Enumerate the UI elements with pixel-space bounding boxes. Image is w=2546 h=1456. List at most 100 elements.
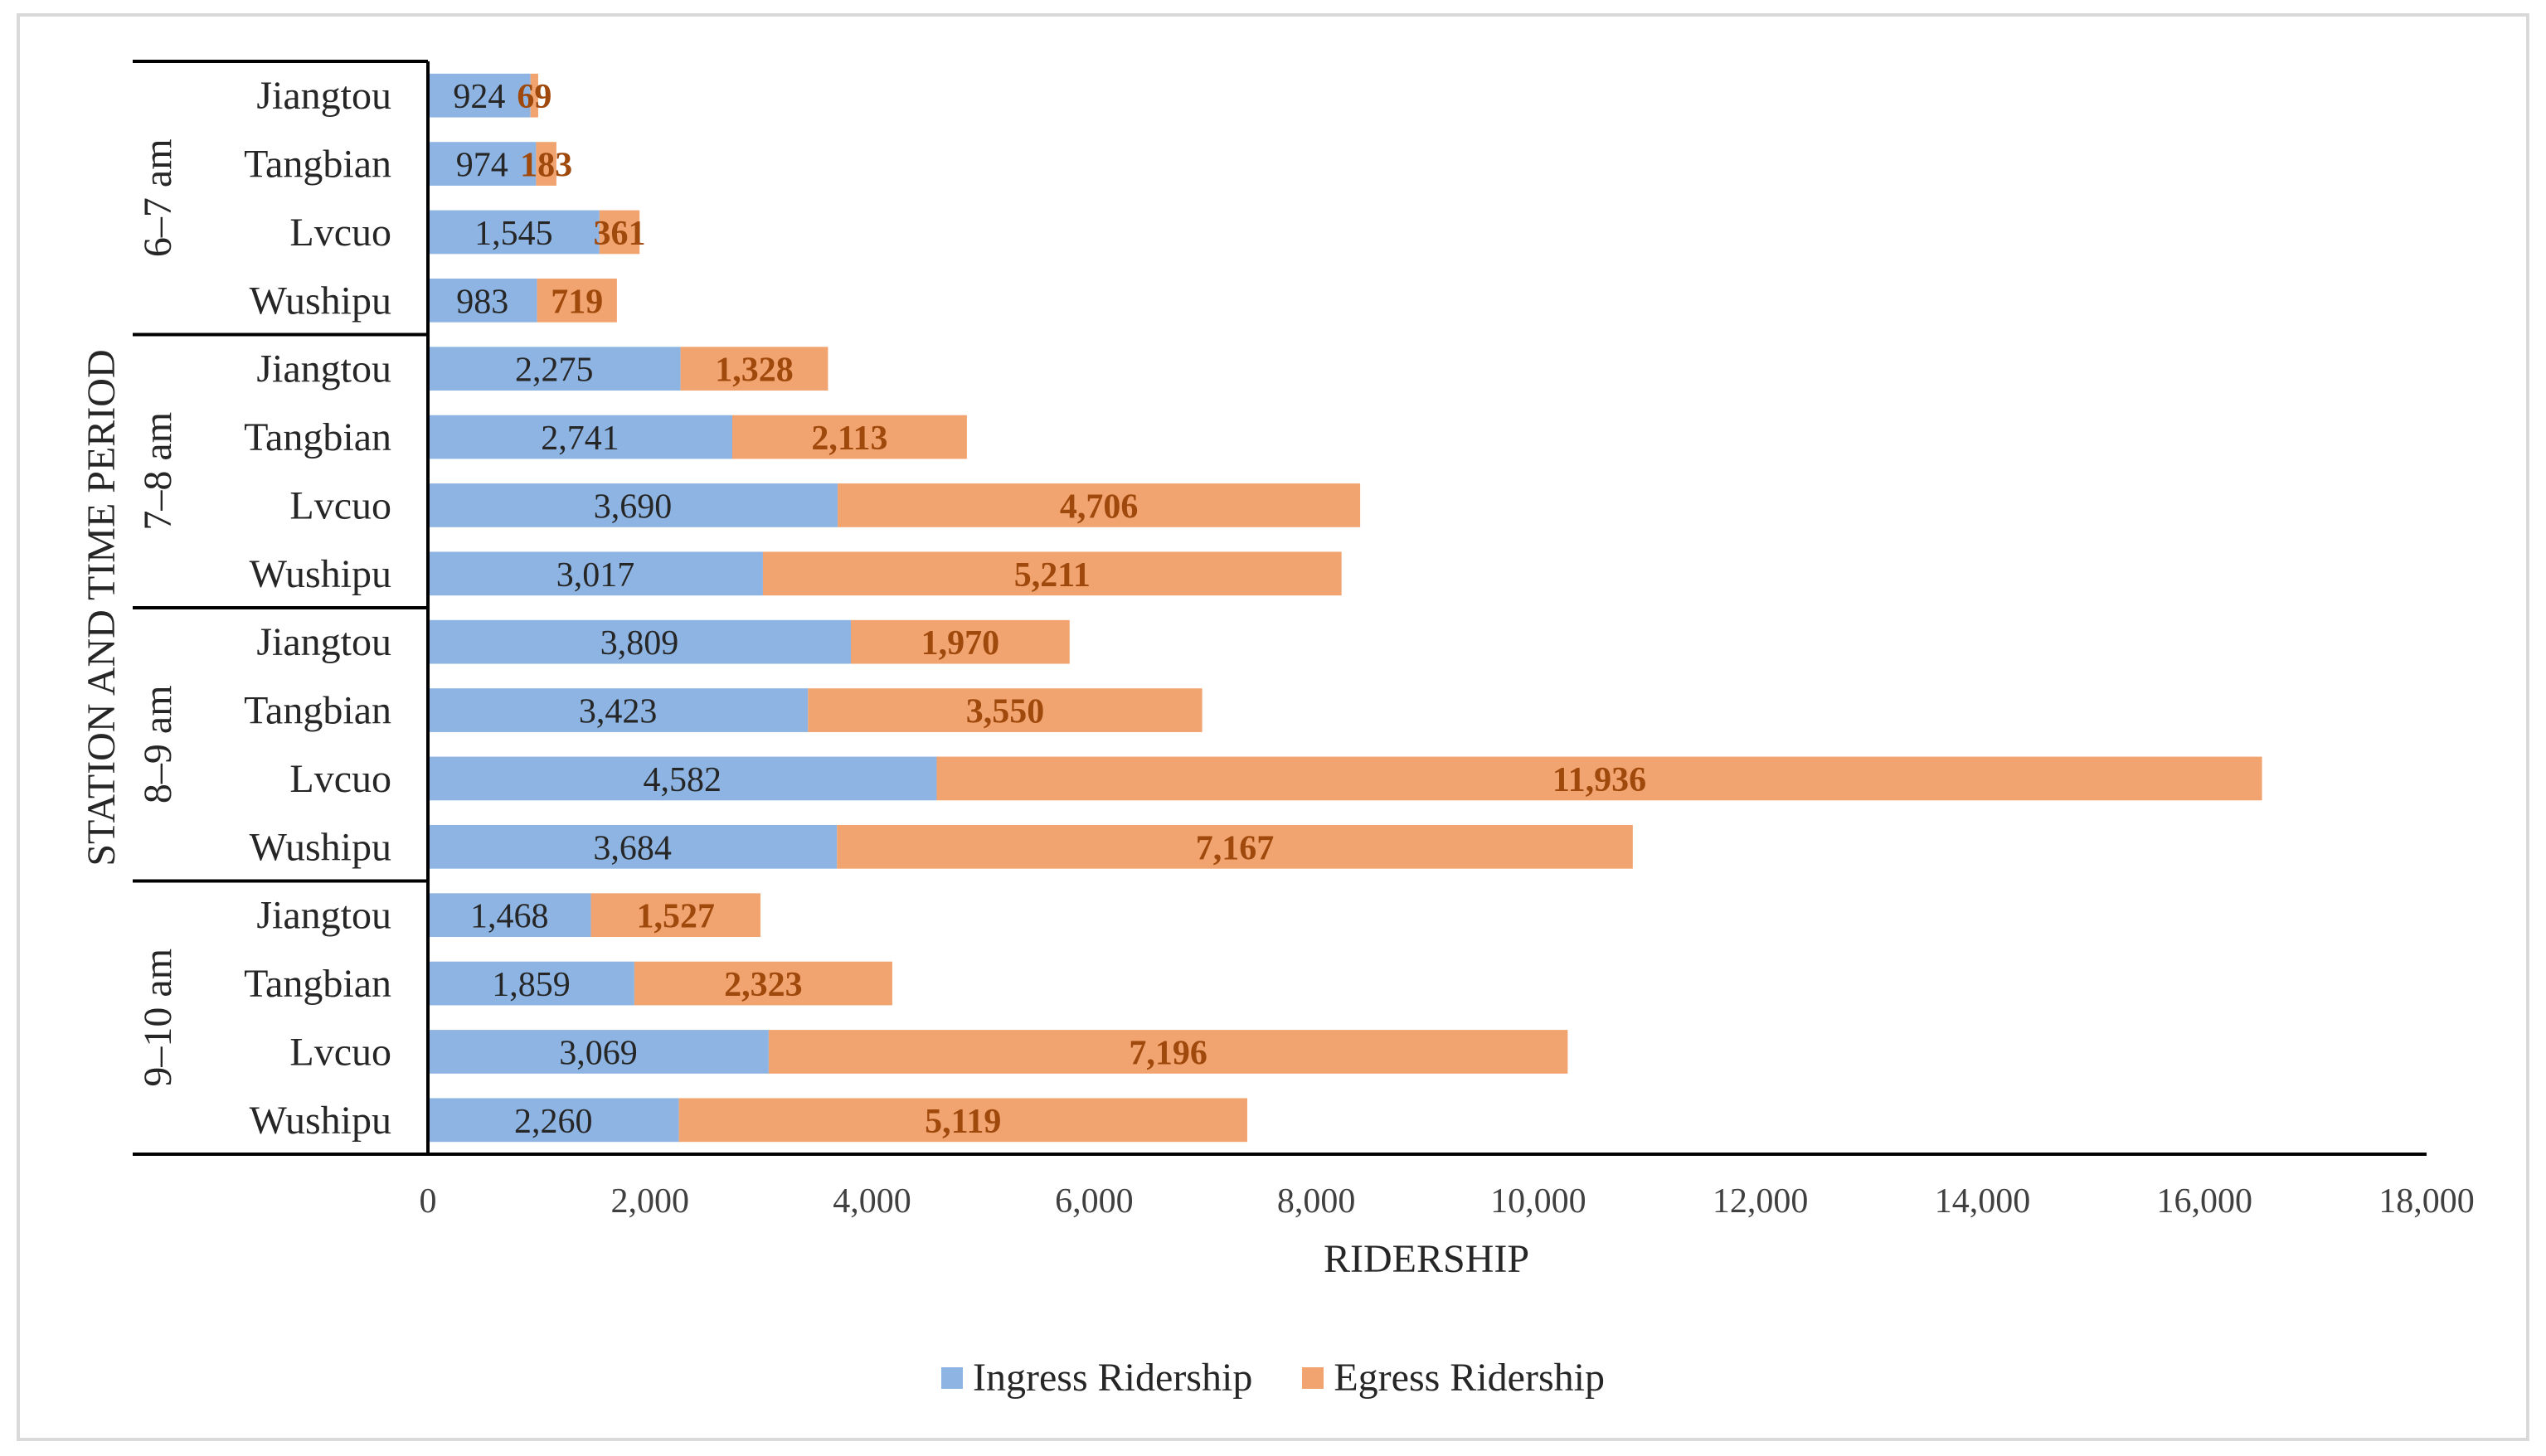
- station-label-3-3: Wushipu: [250, 1099, 391, 1143]
- label-egress-1-1: 2,113: [811, 420, 887, 458]
- bar-ingress-3-2: [428, 1030, 769, 1074]
- station-label-3-1: Tangbian: [244, 962, 391, 1006]
- station-label-0-1: Tangbian: [244, 143, 391, 187]
- label-egress-1-0: 1,328: [715, 352, 794, 390]
- label-egress-3-0: 1,527: [637, 898, 716, 936]
- legend-item-ingress: Ingress Ridership: [941, 1355, 1252, 1400]
- bar-egress-1-3: [762, 551, 1342, 596]
- bar-ingress-1-3: [428, 551, 763, 596]
- y-axis-title: STATION AND TIME PERIOD: [80, 349, 124, 866]
- bar-ingress-2-2: [428, 756, 937, 801]
- station-label-2-0: Jiangtou: [256, 620, 391, 664]
- bar-ingress-0-1: [428, 142, 537, 186]
- x-tick-label-3: 6,000: [1055, 1182, 1134, 1221]
- station-label-0-3: Wushipu: [250, 279, 391, 323]
- legend-item-egress: Egress Ridership: [1302, 1355, 1605, 1400]
- station-label-2-3: Wushipu: [250, 825, 391, 869]
- x-tick-label-6: 12,000: [1713, 1182, 1809, 1221]
- bar-egress-2-2: [936, 756, 2262, 801]
- legend: Ingress Ridership Egress Ridership: [0, 1355, 2546, 1400]
- bar-ingress-2-3: [428, 824, 838, 869]
- bar-ingress-1-2: [428, 483, 838, 527]
- label-egress-3-2: 7,196: [1129, 1034, 1207, 1072]
- bar-ingress-0-3: [428, 278, 537, 323]
- x-axis-title: RIDERSHIP: [1324, 1237, 1529, 1281]
- bar-egress-2-0: [850, 619, 1070, 664]
- bar-ingress-3-0: [428, 893, 591, 938]
- label-ingress-3-1: 1,859: [492, 966, 571, 1004]
- legend-swatch-egress: [1302, 1366, 1324, 1389]
- station-label-0-0: Jiangtou: [256, 74, 391, 118]
- bar-egress-1-1: [731, 415, 967, 459]
- x-tick-label-4: 8,000: [1277, 1182, 1356, 1221]
- station-label-2-1: Tangbian: [244, 689, 391, 733]
- label-ingress-2-0: 3,809: [600, 624, 679, 662]
- bar-egress-1-2: [838, 483, 1361, 527]
- x-tick-label-0: 0: [420, 1182, 437, 1221]
- bar-egress-3-2: [768, 1030, 1568, 1074]
- label-egress-0-2: 361: [594, 215, 646, 253]
- bar-ingress-3-3: [428, 1098, 679, 1143]
- label-egress-2-3: 7,167: [1196, 829, 1275, 867]
- legend-swatch-ingress: [941, 1366, 964, 1389]
- group-label-1: 7–8 am: [136, 412, 180, 531]
- label-egress-1-2: 4,706: [1060, 488, 1139, 526]
- bar-egress-0-1: [536, 142, 556, 186]
- bar-ingress-3-1: [428, 961, 634, 1006]
- bar-egress-0-0: [530, 73, 538, 118]
- bar-ingress-2-0: [428, 619, 851, 664]
- bar-egress-2-1: [808, 688, 1203, 732]
- label-ingress-2-3: 3,684: [593, 829, 672, 867]
- bar-egress-3-3: [678, 1098, 1247, 1143]
- station-label-0-2: Lvcuo: [289, 211, 391, 255]
- label-egress-2-1: 3,550: [966, 693, 1045, 731]
- group-label-2: 8–9 am: [136, 685, 180, 803]
- bar-egress-3-0: [590, 893, 760, 938]
- legend-label-ingress: Ingress Ridership: [973, 1356, 1253, 1400]
- station-label-1-3: Wushipu: [250, 552, 391, 596]
- label-ingress-3-3: 2,260: [514, 1103, 593, 1141]
- station-label-1-2: Lvcuo: [289, 483, 391, 527]
- label-egress-3-3: 5,119: [925, 1103, 1001, 1141]
- x-tick-label-8: 16,000: [2156, 1182, 2252, 1221]
- bar-egress-0-3: [537, 278, 617, 323]
- x-tick-label-5: 10,000: [1490, 1182, 1586, 1221]
- label-egress-2-2: 11,936: [1552, 761, 1646, 799]
- label-ingress-0-3: 983: [456, 283, 508, 321]
- label-ingress-1-0: 2,275: [515, 352, 594, 390]
- bar-egress-3-1: [634, 961, 892, 1006]
- label-ingress-3-2: 3,069: [559, 1034, 638, 1072]
- label-ingress-2-1: 3,423: [579, 693, 658, 731]
- bar-egress-1-0: [680, 347, 828, 391]
- group-label-0: 6–7 am: [136, 138, 180, 257]
- bar-ingress-0-0: [428, 73, 531, 118]
- bar-ingress-1-1: [428, 415, 732, 459]
- label-egress-3-1: 2,323: [724, 966, 803, 1004]
- label-ingress-0-0: 924: [453, 78, 505, 116]
- label-ingress-1-2: 3,690: [594, 488, 673, 526]
- station-label-3-0: Jiangtou: [256, 894, 391, 938]
- bar-ingress-1-0: [428, 347, 681, 391]
- x-tick-label-9: 18,000: [2378, 1182, 2475, 1221]
- bar-egress-2-3: [837, 824, 1633, 869]
- x-tick-label-7: 14,000: [1935, 1182, 2031, 1221]
- group-label-3: 9–10 am: [136, 949, 180, 1087]
- station-label-1-1: Tangbian: [244, 415, 391, 459]
- station-label-3-2: Lvcuo: [289, 1030, 391, 1074]
- label-egress-0-0: 69: [517, 78, 551, 116]
- x-tick-label-1: 2,000: [611, 1182, 690, 1221]
- label-ingress-1-1: 2,741: [541, 420, 619, 458]
- label-ingress-3-0: 1,468: [470, 898, 549, 936]
- bar-ingress-2-1: [428, 688, 809, 732]
- label-egress-0-1: 183: [520, 147, 572, 185]
- label-ingress-0-2: 1,545: [474, 215, 553, 253]
- label-egress-1-3: 5,211: [1014, 556, 1091, 595]
- station-label-1-0: Jiangtou: [256, 347, 391, 391]
- bar-egress-0-2: [599, 210, 640, 255]
- bar-ingress-0-2: [428, 210, 600, 255]
- label-egress-2-0: 1,970: [921, 624, 1000, 662]
- label-ingress-0-1: 974: [456, 147, 508, 185]
- label-egress-0-3: 719: [551, 283, 603, 321]
- legend-label-egress: Egress Ridership: [1334, 1356, 1605, 1400]
